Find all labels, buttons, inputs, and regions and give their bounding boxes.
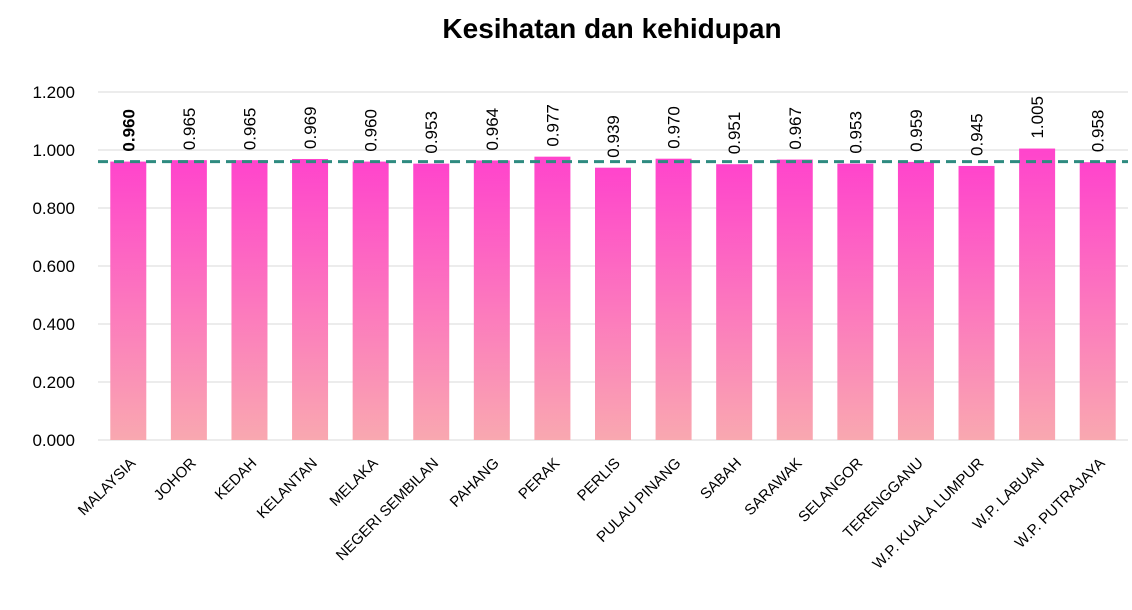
- bar: [897, 161, 934, 440]
- value-label: 1.005: [1028, 96, 1047, 139]
- bar: [1079, 162, 1116, 440]
- bar: [958, 165, 995, 440]
- bar: [776, 159, 813, 440]
- value-label: 0.960: [119, 109, 138, 152]
- chart-title: Kesihatan dan kehidupan: [442, 13, 781, 44]
- y-tick-label: 0.600: [32, 257, 75, 276]
- y-tick-label: 0.000: [32, 431, 75, 450]
- x-tick-label: SARAWAK: [741, 455, 805, 519]
- x-tick-label: NEGERI SEMBILAN: [333, 455, 442, 564]
- value-label: 0.970: [665, 106, 684, 149]
- y-tick-label: 1.000: [32, 141, 75, 160]
- value-label: 0.965: [240, 108, 259, 151]
- x-tick-label: KEDAH: [212, 455, 261, 504]
- x-tick-label: KELANTAN: [254, 455, 321, 522]
- x-tick-label: MALAYSIA: [75, 455, 139, 519]
- bar: [837, 163, 874, 440]
- bar: [292, 158, 329, 441]
- value-label: 0.958: [1089, 110, 1108, 153]
- y-tick-label: 0.800: [32, 199, 75, 218]
- bar: [110, 161, 147, 440]
- y-tick-label: 0.200: [32, 373, 75, 392]
- bar: [473, 160, 510, 440]
- value-label: 0.967: [786, 107, 805, 150]
- value-label: 0.951: [725, 112, 744, 155]
- x-tick-label: PERLIS: [574, 455, 624, 505]
- x-tick-label: W.P. KUALA LUMPUR: [869, 455, 987, 573]
- bar: [413, 163, 450, 440]
- value-label: 0.965: [180, 108, 199, 151]
- x-tick-label: JOHOR: [151, 455, 200, 504]
- bar: [170, 160, 207, 440]
- bar: [231, 160, 268, 440]
- value-label: 0.959: [907, 109, 926, 152]
- value-label: 0.977: [543, 104, 562, 147]
- y-tick-label: 1.200: [32, 83, 75, 102]
- bar: [534, 156, 571, 441]
- x-tick-label: PERAK: [515, 455, 563, 503]
- value-label: 0.953: [846, 111, 865, 154]
- bar: [655, 158, 692, 440]
- bar: [716, 164, 753, 440]
- x-tick-label: SABAH: [697, 455, 745, 503]
- value-label: 0.945: [968, 113, 987, 156]
- value-label: 0.960: [362, 109, 381, 152]
- y-tick-label: 0.400: [32, 315, 75, 334]
- value-label: 0.939: [604, 115, 623, 158]
- value-label: 0.953: [422, 111, 441, 154]
- value-label: 0.964: [483, 108, 502, 151]
- bar: [595, 167, 631, 440]
- value-label: 0.969: [301, 106, 320, 149]
- bar: [1019, 148, 1056, 441]
- bar: [352, 161, 389, 440]
- x-tick-label: MELAKA: [326, 455, 381, 510]
- x-tick-label: PAHANG: [447, 455, 503, 511]
